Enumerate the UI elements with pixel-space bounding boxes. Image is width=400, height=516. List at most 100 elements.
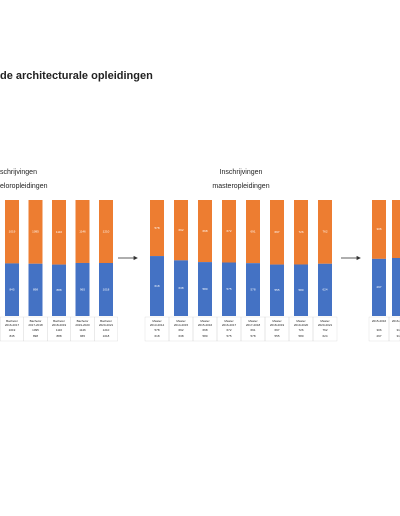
bar-segment bbox=[392, 258, 400, 316]
value-label: 888 bbox=[56, 288, 61, 292]
category-label: Master 2020-2021 bbox=[318, 319, 333, 327]
table-value: 575 bbox=[226, 334, 231, 338]
value-label: 1146 bbox=[79, 229, 86, 233]
table-value: 1019 bbox=[9, 328, 16, 332]
bar-segment bbox=[198, 262, 212, 316]
bar-segment bbox=[270, 264, 284, 316]
bar-segment bbox=[294, 264, 308, 316]
table-value: 306 bbox=[376, 328, 381, 332]
bar-segment bbox=[5, 263, 19, 316]
value-label: 898 bbox=[33, 288, 38, 292]
value-label: 580 bbox=[202, 287, 207, 291]
value-label: 1116 bbox=[56, 230, 63, 234]
category-label: Bachelor 2016-2017 bbox=[5, 319, 20, 327]
bar-segment bbox=[318, 263, 332, 316]
value-label: 672 bbox=[226, 229, 231, 233]
table-value: 578 bbox=[250, 334, 255, 338]
value-label: 297 bbox=[376, 285, 381, 289]
table-value: 692 bbox=[178, 328, 183, 332]
table-value: 1146 bbox=[79, 328, 86, 332]
value-label: 726 bbox=[298, 230, 303, 234]
bar-segment bbox=[28, 200, 43, 264]
chart-title: schrijvingen bbox=[0, 169, 37, 176]
value-label: 575 bbox=[226, 287, 231, 291]
bar-segment bbox=[222, 200, 236, 263]
value-label: 965 bbox=[80, 287, 85, 291]
table-cell bbox=[312, 316, 338, 342]
value-label: 762 bbox=[322, 230, 327, 234]
table-value: 638 bbox=[178, 334, 183, 338]
category-label: 2016-2017 bbox=[392, 319, 400, 323]
category-label: Master 2017-2018 bbox=[246, 319, 261, 327]
slide-title: de architecturale opleidingen bbox=[0, 70, 153, 82]
category-label: Master 2013-2014 bbox=[150, 319, 165, 327]
table-cell bbox=[94, 316, 118, 342]
value-label: 306 bbox=[376, 227, 381, 231]
table-value: 1116 bbox=[56, 328, 63, 332]
bar-segment bbox=[392, 200, 400, 258]
bar-segment bbox=[198, 200, 212, 263]
bar-segment bbox=[174, 260, 188, 316]
table-value: 1210 bbox=[103, 328, 110, 332]
category-label: Bachelor 2019-2020 bbox=[75, 319, 90, 327]
table-value: 762 bbox=[322, 328, 327, 332]
bar-segment bbox=[246, 200, 260, 264]
category-label: Master 2016-2017 bbox=[222, 319, 237, 327]
table-value: 578 bbox=[154, 328, 159, 332]
bar-segment bbox=[52, 200, 66, 265]
value-label: 697 bbox=[274, 230, 279, 234]
value-label: 691 bbox=[250, 229, 255, 233]
category-label: Bachelor 2018-2019 bbox=[52, 319, 67, 327]
table-value: 697 bbox=[274, 328, 279, 332]
value-label: 1210 bbox=[103, 229, 110, 233]
value-label: 624 bbox=[322, 288, 327, 292]
bar-segment bbox=[99, 200, 113, 263]
bar-segment bbox=[28, 263, 43, 316]
bar-segment bbox=[372, 200, 386, 259]
bar-segment bbox=[5, 200, 19, 264]
bar-segment bbox=[75, 200, 90, 263]
bar-segment bbox=[52, 264, 66, 316]
bar-segment bbox=[372, 258, 386, 316]
table-value: 624 bbox=[322, 334, 327, 338]
value-label: 1019 bbox=[9, 230, 16, 234]
value-label: 580 bbox=[298, 288, 303, 292]
category-label: Master 2015-2016 bbox=[198, 319, 213, 327]
table-value: 297 bbox=[376, 334, 381, 338]
table-value: 310 bbox=[396, 334, 400, 338]
chart-subtitle: masteropleidingen bbox=[212, 183, 269, 190]
table-value: 580 bbox=[298, 334, 303, 338]
chart-title: Inschrijvingen bbox=[220, 169, 263, 176]
value-label: 668 bbox=[202, 229, 207, 233]
table-value: 845 bbox=[9, 334, 14, 338]
bar-segment bbox=[270, 200, 284, 265]
table-value: 726 bbox=[298, 328, 303, 332]
bar-segment bbox=[246, 263, 260, 316]
table-value: 1095 bbox=[32, 328, 39, 332]
table-value: 618 bbox=[154, 334, 159, 338]
value-label: 578 bbox=[154, 226, 159, 230]
category-label: Master 2019-2020 bbox=[294, 319, 309, 327]
table-value: 580 bbox=[202, 334, 207, 338]
table-value: 310 bbox=[396, 328, 400, 332]
value-label: 845 bbox=[9, 288, 14, 292]
table-cell bbox=[388, 316, 400, 342]
table-value: 898 bbox=[33, 334, 38, 338]
category-label: 2015-2016 bbox=[372, 319, 387, 323]
value-label: 618 bbox=[154, 284, 159, 288]
bar-segment bbox=[150, 256, 164, 316]
table-value: 691 bbox=[250, 328, 255, 332]
table-value: 888 bbox=[56, 334, 61, 338]
category-label: Master 2014-2015 bbox=[174, 319, 189, 327]
bar-segment bbox=[75, 262, 90, 316]
table-value: 555 bbox=[274, 334, 279, 338]
table-value: 1018 bbox=[103, 334, 110, 338]
value-label: 578 bbox=[250, 287, 255, 291]
bar-segment bbox=[222, 262, 236, 316]
category-label: Bachelor 2020-2021 bbox=[99, 319, 114, 327]
chart-subtitle: eloropleidingen bbox=[0, 183, 48, 190]
bar-segment bbox=[174, 200, 188, 261]
arrow bbox=[118, 255, 361, 261]
